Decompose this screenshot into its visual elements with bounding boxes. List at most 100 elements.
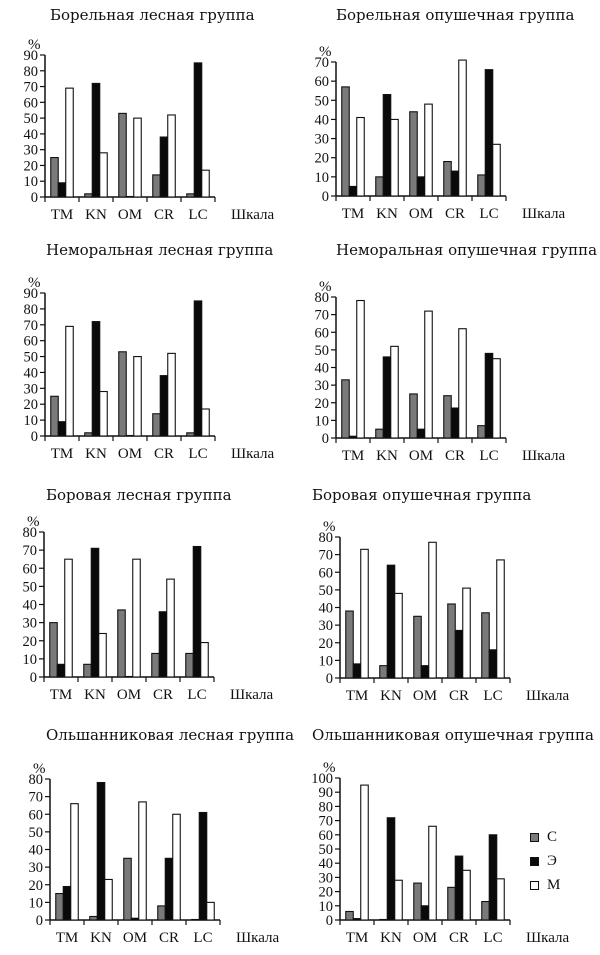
bar-c-om <box>123 857 132 921</box>
x-tick-label: TM <box>342 448 365 464</box>
bar-c-lc <box>481 612 490 679</box>
x-tick-label: OM <box>413 930 437 946</box>
bar-c-kn <box>379 918 388 921</box>
bar-m-kn <box>98 632 107 678</box>
bar-e-kn <box>386 564 396 679</box>
y-tick-label: 20 <box>319 885 334 901</box>
bar-m-lc <box>496 559 505 679</box>
chart-panel: Ольшанниковая опушечная группа% 0 10 20 30 40… <box>300 720 600 955</box>
x-tick-label: TM <box>51 446 74 462</box>
y-tick-label: 10 <box>315 170 330 186</box>
y-tick-label: 40 <box>23 598 38 614</box>
chart-panel: Ольшанниковая лесная группа% 0 10 20 30 40 50 6… <box>0 720 300 955</box>
x-tick-label: CR <box>154 446 174 462</box>
x-tick-label: OM <box>117 687 141 703</box>
x-axis-label: Шкала <box>522 448 565 464</box>
y-tick-label: 40 <box>29 843 44 859</box>
bar-e-kn <box>91 321 101 437</box>
bar-c-tm <box>55 893 64 921</box>
x-tick-label: OM <box>409 206 433 222</box>
x-tick-label: KN <box>376 448 398 464</box>
y-tick-label: 0 <box>326 671 333 687</box>
x-tick-label: LC <box>483 930 502 946</box>
y-tick-label: 70 <box>319 814 334 830</box>
bar-m-om <box>424 310 433 439</box>
bar-m-tm <box>356 299 365 439</box>
bar-c-tm <box>345 610 354 679</box>
bar-e-cr <box>159 375 169 437</box>
y-tick-label: 50 <box>315 343 330 359</box>
bar-m-tm <box>360 784 369 921</box>
bar-e-lc <box>193 300 203 437</box>
y-tick-label: 10 <box>319 899 334 915</box>
bar-m-kn <box>394 879 403 921</box>
legend-swatch-m <box>530 880 539 890</box>
bar-m-om <box>424 103 433 197</box>
y-tick-label: 30 <box>319 618 334 634</box>
y-tick-label: 0 <box>322 431 329 447</box>
y-tick-label: 70 <box>23 543 38 559</box>
y-tick-label: 70 <box>29 790 44 806</box>
bar-c-kn <box>89 915 98 921</box>
y-tick-label: 80 <box>319 799 334 815</box>
x-tick-label: LC <box>187 687 206 703</box>
x-axis-label: Шкала <box>231 446 274 462</box>
legend-label-c: С <box>547 828 558 845</box>
y-tick-label: 0 <box>31 190 38 206</box>
y-tick-label: 50 <box>24 350 39 366</box>
bar-e-lc <box>198 811 208 921</box>
y-tick-label: 10 <box>24 174 39 190</box>
bar-c-kn <box>375 176 384 197</box>
bar-e-om <box>420 665 430 679</box>
bar-c-kn <box>83 663 92 678</box>
y-tick-label: 30 <box>315 132 330 148</box>
y-tick-label: 90 <box>24 286 39 302</box>
y-tick-label: 70 <box>315 55 330 71</box>
chart-panel: Неморальная опушечная группа% 0 10 20 30 40 50… <box>300 235 600 470</box>
bar-m-om <box>133 356 142 437</box>
y-tick-label: 20 <box>29 878 44 894</box>
x-axis-label: Шкала <box>231 207 274 223</box>
bar-e-lc <box>488 834 498 921</box>
x-axis-label: Шкала <box>236 930 279 946</box>
chart-panel: Боровая лесная группа% 0 10 20 30 40 50 60 70 80 T… <box>0 480 300 715</box>
y-tick-label: 40 <box>315 361 330 377</box>
bar-c-om <box>409 393 418 439</box>
x-tick-label: TM <box>342 206 365 222</box>
x-tick-label: KN <box>85 446 107 462</box>
bar-e-lc <box>488 649 498 679</box>
y-tick-label: 50 <box>24 111 39 127</box>
bar-e-tm <box>348 435 358 439</box>
x-tick-label: TM <box>346 688 369 704</box>
chart-title: Ольшанниковая опушечная группа <box>312 726 594 744</box>
bar-m-tm <box>356 116 365 197</box>
bar-c-om <box>413 615 422 679</box>
chart-panel: Борельная лесная группа% 0 10 20 30 40 50 60 70 8… <box>0 0 300 235</box>
y-tick-label: 10 <box>29 895 44 911</box>
y-tick-label: 50 <box>315 93 330 109</box>
x-tick-label: TM <box>50 687 73 703</box>
bar-e-cr <box>450 407 460 439</box>
y-axis-label: % <box>27 514 40 530</box>
bar-e-kn <box>382 356 392 439</box>
bar-e-cr <box>164 857 174 921</box>
x-tick-label: OM <box>123 930 147 946</box>
y-tick-label: 40 <box>319 856 334 872</box>
y-tick-label: 50 <box>319 583 334 599</box>
bar-c-lc <box>186 193 195 198</box>
bar-c-tm <box>50 395 59 437</box>
x-tick-label: CR <box>153 687 173 703</box>
bar-m-om <box>133 117 142 198</box>
y-tick-label: 30 <box>24 143 39 159</box>
x-tick-label: CR <box>449 930 469 946</box>
x-tick-label: KN <box>90 930 112 946</box>
x-tick-label: CR <box>449 688 469 704</box>
y-tick-label: 20 <box>23 634 38 650</box>
y-tick-label: 80 <box>24 302 39 318</box>
bar-c-tm <box>345 910 354 921</box>
y-tick-label: 30 <box>319 870 334 886</box>
bar-m-kn <box>99 152 108 198</box>
bar-c-om <box>117 609 126 678</box>
